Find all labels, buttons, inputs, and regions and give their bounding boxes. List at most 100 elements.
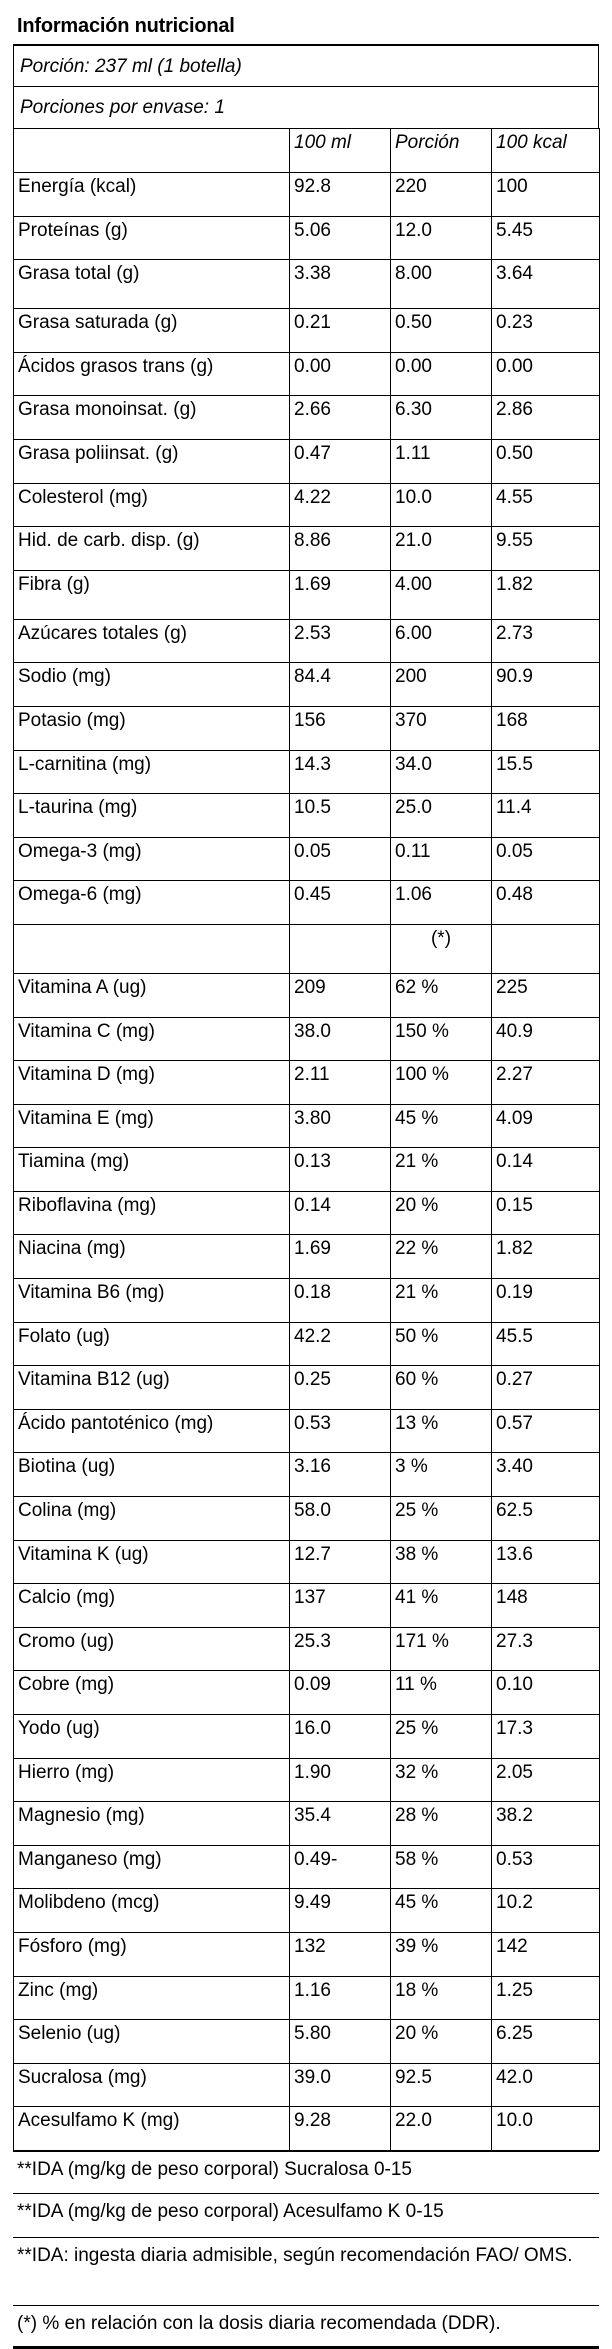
serving-size: Porción: 237 ml (1 botella) bbox=[13, 44, 599, 86]
value-per-100kcal: 0.10 bbox=[491, 1670, 600, 1715]
value-per-100kcal: 6.25 bbox=[491, 2019, 600, 2064]
value-per-100ml: 132 bbox=[289, 1931, 391, 1977]
footnote-sucralose: **IDA (mg/kg de peso corporal) Sucralosa… bbox=[13, 2150, 599, 2193]
table-row: Cromo (ug) 25.3 171 % 27.3 bbox=[13, 1626, 600, 1672]
value-per-100kcal: 1.25 bbox=[491, 1975, 600, 2021]
table-row: Fibra (g) 1.69 4.00 1.82 bbox=[13, 569, 600, 620]
value-per-100ml: 5.80 bbox=[289, 2019, 391, 2064]
table-row: Calcio (mg) 137 41 % 148 bbox=[13, 1583, 600, 1628]
value-per-serving: 21 % bbox=[390, 1147, 492, 1192]
value-per-100kcal: 90.9 bbox=[491, 662, 600, 707]
value-per-100kcal: 38.2 bbox=[491, 1801, 600, 1846]
value-per-serving: 8.00 bbox=[390, 259, 492, 310]
value-per-serving: 1.11 bbox=[390, 438, 492, 484]
value-per-serving: 45 % bbox=[390, 1103, 492, 1149]
value-per-100kcal: 13.6 bbox=[491, 1539, 600, 1585]
value-per-serving: 6.00 bbox=[390, 618, 492, 664]
table-row: Selenio (ug) 5.80 20 % 6.25 bbox=[13, 2019, 600, 2064]
nutrient-name: Vitamina C (mg) bbox=[13, 1016, 290, 1062]
value-per-100kcal: 0.00 bbox=[491, 351, 600, 397]
table-row: Omega-3 (mg) 0.05 0.11 0.05 bbox=[13, 836, 600, 882]
value-per-100kcal: 142 bbox=[491, 1931, 600, 1977]
value-per-serving: 100 % bbox=[390, 1060, 492, 1105]
table-row: Grasa poliinsat. (g) 0.47 1.11 0.50 bbox=[13, 438, 600, 484]
value-per-100ml: 4.22 bbox=[289, 482, 391, 528]
nutrient-name: Tiamina (mg) bbox=[13, 1147, 290, 1192]
value-per-100kcal: 0.50 bbox=[491, 438, 600, 484]
value-per-serving: 21.0 bbox=[390, 526, 492, 571]
value-per-100ml: 0.13 bbox=[289, 1147, 391, 1192]
table-row: Colesterol (mg) 4.22 10.0 4.55 bbox=[13, 482, 600, 528]
nutrient-name: Zinc (mg) bbox=[13, 1975, 290, 2021]
value-per-100ml: 0.00 bbox=[289, 351, 391, 397]
table-row: Sucralosa (mg) 39.0 92.5 42.0 bbox=[13, 2062, 600, 2108]
nutrient-name: Omega-6 (mg) bbox=[13, 880, 290, 925]
nutrient-name: Fibra (g) bbox=[13, 569, 290, 620]
value-per-100ml: 3.16 bbox=[289, 1452, 391, 1498]
value-per-100kcal: 17.3 bbox=[491, 1714, 600, 1759]
value-per-serving: 13 % bbox=[390, 1408, 492, 1454]
nutrient-name: Omega-3 (mg) bbox=[13, 836, 290, 882]
percent-marker-row: (*) bbox=[13, 923, 600, 974]
value-per-serving: 25 % bbox=[390, 1496, 492, 1541]
nutrition-table-body: 100 ml Porción 100 kcal Energía (kcal) 92… bbox=[13, 128, 600, 2151]
nutrient-name: Manganeso (mg) bbox=[13, 1844, 290, 1890]
nutrient-name: Riboflavina (mg) bbox=[13, 1190, 290, 1236]
value-per-100kcal: 2.86 bbox=[491, 395, 600, 440]
nutrient-name: Energía (kcal) bbox=[13, 172, 290, 217]
value-per-100ml: 2.11 bbox=[289, 1060, 391, 1105]
value-per-100ml: 209 bbox=[289, 972, 391, 1018]
nutrient-name: Cobre (mg) bbox=[13, 1670, 290, 1715]
value-per-100kcal: 225 bbox=[491, 972, 600, 1018]
table-row: Vitamina A (ug) 209 62 % 225 bbox=[13, 972, 600, 1018]
value-per-100ml: 0.05 bbox=[289, 836, 391, 882]
value-per-100kcal: 2.05 bbox=[491, 1757, 600, 1803]
value-per-serving: 22 % bbox=[390, 1234, 492, 1280]
nutrient-name: Vitamina B6 (mg) bbox=[13, 1278, 290, 1323]
table-row: Niacina (mg) 1.69 22 % 1.82 bbox=[13, 1234, 600, 1280]
footnote-ida-definition: **IDA: ingesta diaria admisible, según r… bbox=[13, 2236, 599, 2305]
value-per-100ml: 0.14 bbox=[289, 1190, 391, 1236]
nutrition-facts-panel: Información nutricional Porción: 237 ml … bbox=[13, 8, 600, 2349]
nutrient-name: Sucralosa (mg) bbox=[13, 2062, 290, 2108]
header-cell-per-100kcal: 100 kcal bbox=[491, 128, 600, 173]
nutrient-name: Ácido pantoténico (mg) bbox=[13, 1408, 290, 1454]
value-per-100ml: 0.45 bbox=[289, 880, 391, 925]
value-per-100kcal: 42.0 bbox=[491, 2062, 600, 2108]
nutrient-name: L-taurina (mg) bbox=[13, 793, 290, 838]
table-row: Vitamina D (mg) 2.11 100 % 2.27 bbox=[13, 1060, 600, 1105]
value-per-100kcal: 15.5 bbox=[491, 749, 600, 795]
value-per-100kcal: 0.19 bbox=[491, 1278, 600, 1323]
table-row: Riboflavina (mg) 0.14 20 % 0.15 bbox=[13, 1190, 600, 1236]
nutrient-name: Acesulfamo K (mg) bbox=[13, 2106, 290, 2151]
value-per-serving: 18 % bbox=[390, 1975, 492, 2021]
nutrient-name: Grasa poliinsat. (g) bbox=[13, 438, 290, 484]
value-per-100ml: 39.0 bbox=[289, 2062, 391, 2108]
panel-title: Información nutricional bbox=[17, 15, 235, 37]
table-row: Molibdeno (mcg) 9.49 45 % 10.2 bbox=[13, 1888, 600, 1933]
value-per-100ml: 25.3 bbox=[289, 1626, 391, 1672]
value-per-100kcal: 2.73 bbox=[491, 618, 600, 664]
value-per-100ml: 0.47 bbox=[289, 438, 391, 484]
value-per-100kcal: 0.27 bbox=[491, 1365, 600, 1410]
table-row: Vitamina K (ug) 12.7 38 % 13.6 bbox=[13, 1539, 600, 1585]
nutrient-name: Vitamina A (ug) bbox=[13, 972, 290, 1018]
table-row: Tiamina (mg) 0.13 21 % 0.14 bbox=[13, 1147, 600, 1192]
nutrient-name: Niacina (mg) bbox=[13, 1234, 290, 1280]
nutrient-name: Vitamina E (mg) bbox=[13, 1103, 290, 1149]
nutrient-name: Molibdeno (mcg) bbox=[13, 1888, 290, 1933]
value-per-serving: 25.0 bbox=[390, 793, 492, 838]
value-per-serving: 20 % bbox=[390, 2019, 492, 2064]
value-per-100kcal: 5.45 bbox=[491, 215, 600, 261]
value-per-100ml: 9.28 bbox=[289, 2106, 391, 2151]
nutrient-name: Vitamina D (mg) bbox=[13, 1060, 290, 1105]
table-row: Omega-6 (mg) 0.45 1.06 0.48 bbox=[13, 880, 600, 925]
table-row: Ácido pantoténico (mg) 0.53 13 % 0.57 bbox=[13, 1408, 600, 1454]
value-per-100ml: 8.86 bbox=[289, 526, 391, 571]
value-per-100ml: 5.06 bbox=[289, 215, 391, 261]
value-per-serving: 10.0 bbox=[390, 482, 492, 528]
value-per-serving: 25 % bbox=[390, 1714, 492, 1759]
value-per-100ml: 35.4 bbox=[289, 1801, 391, 1846]
value-per-100kcal: 4.09 bbox=[491, 1103, 600, 1149]
nutrient-name: Grasa total (g) bbox=[13, 259, 290, 310]
